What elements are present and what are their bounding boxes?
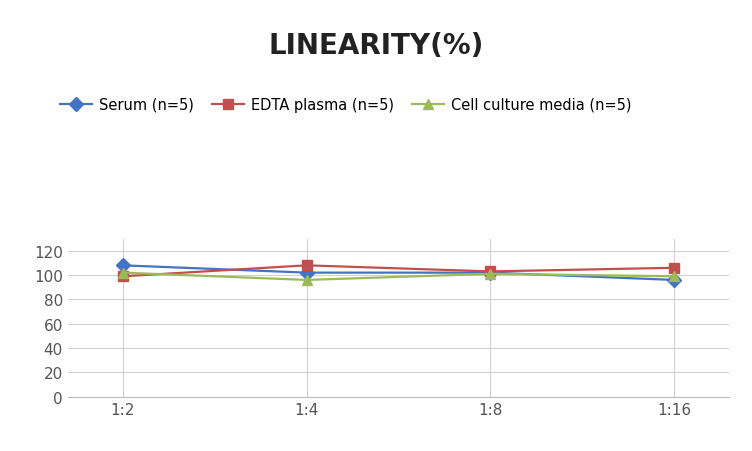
Line: Cell culture media (n=5): Cell culture media (n=5) — [118, 268, 679, 285]
Cell culture media (n=5) — [118, 270, 127, 276]
Line: EDTA plasma (n=5): EDTA plasma (n=5) — [118, 261, 679, 281]
Text: LINEARITY(%): LINEARITY(%) — [268, 32, 484, 60]
Cell culture media (n=5) — [670, 274, 679, 279]
Legend: Serum (n=5), EDTA plasma (n=5), Cell culture media (n=5): Serum (n=5), EDTA plasma (n=5), Cell cul… — [60, 97, 632, 112]
Serum (n=5) — [486, 270, 495, 276]
Serum (n=5) — [118, 263, 127, 268]
EDTA plasma (n=5) — [670, 266, 679, 271]
Cell culture media (n=5) — [302, 278, 311, 283]
EDTA plasma (n=5) — [118, 274, 127, 279]
Cell culture media (n=5) — [486, 272, 495, 277]
Serum (n=5) — [302, 270, 311, 276]
Line: Serum (n=5): Serum (n=5) — [118, 261, 679, 285]
Serum (n=5) — [670, 278, 679, 283]
EDTA plasma (n=5) — [302, 263, 311, 268]
EDTA plasma (n=5) — [486, 269, 495, 275]
